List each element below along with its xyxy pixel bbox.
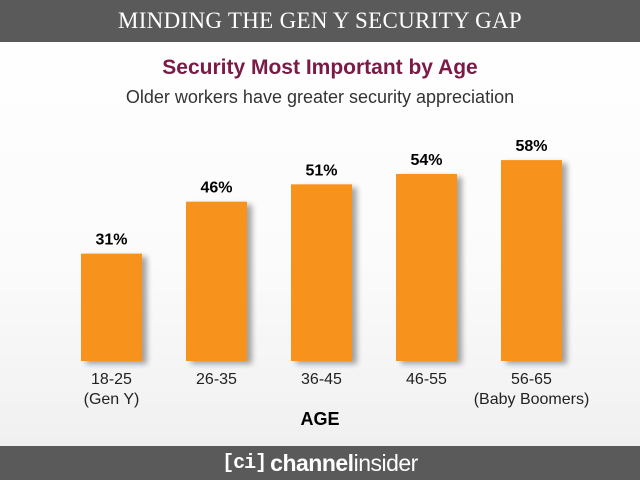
value-label: 46% — [200, 180, 232, 197]
category-tick-label: 18-25 — [91, 371, 132, 388]
bar-26-35 — [186, 201, 247, 361]
value-label: 58% — [515, 138, 547, 155]
value-label: 54% — [410, 152, 442, 169]
chart-subtitle: Older workers have greater security appr… — [125, 87, 515, 107]
bar-46-55 — [396, 173, 457, 361]
logo-word-channel: channel — [270, 449, 354, 476]
footer-banner: [ci] channel insider — [0, 446, 640, 480]
bar-18-25 — [81, 253, 142, 361]
category-sublabel: (Gen Y) — [84, 391, 140, 408]
header-banner: MINDING THE GEN Y SECURITY GAP — [0, 0, 640, 42]
category-tick-label: 46-55 — [406, 371, 447, 388]
value-label: 51% — [305, 162, 337, 179]
channel-insider-logo-mark: [ci] — [222, 451, 267, 475]
x-axis-label: AGE — [300, 409, 339, 429]
bar-36-45 — [291, 184, 352, 361]
header-title: MINDING THE GEN Y SECURITY GAP — [117, 8, 523, 33]
logo-word-insider: insider — [353, 449, 419, 476]
category-tick-label: 36-45 — [301, 371, 342, 388]
category-tick-label: 56-65 — [511, 371, 552, 388]
category-sublabel: (Baby Boomers) — [474, 391, 590, 408]
bar-56-65 — [501, 160, 562, 361]
value-label: 31% — [95, 232, 127, 249]
chart-title: Security Most Important by Age — [162, 56, 478, 79]
category-tick-label: 26-35 — [196, 371, 237, 388]
